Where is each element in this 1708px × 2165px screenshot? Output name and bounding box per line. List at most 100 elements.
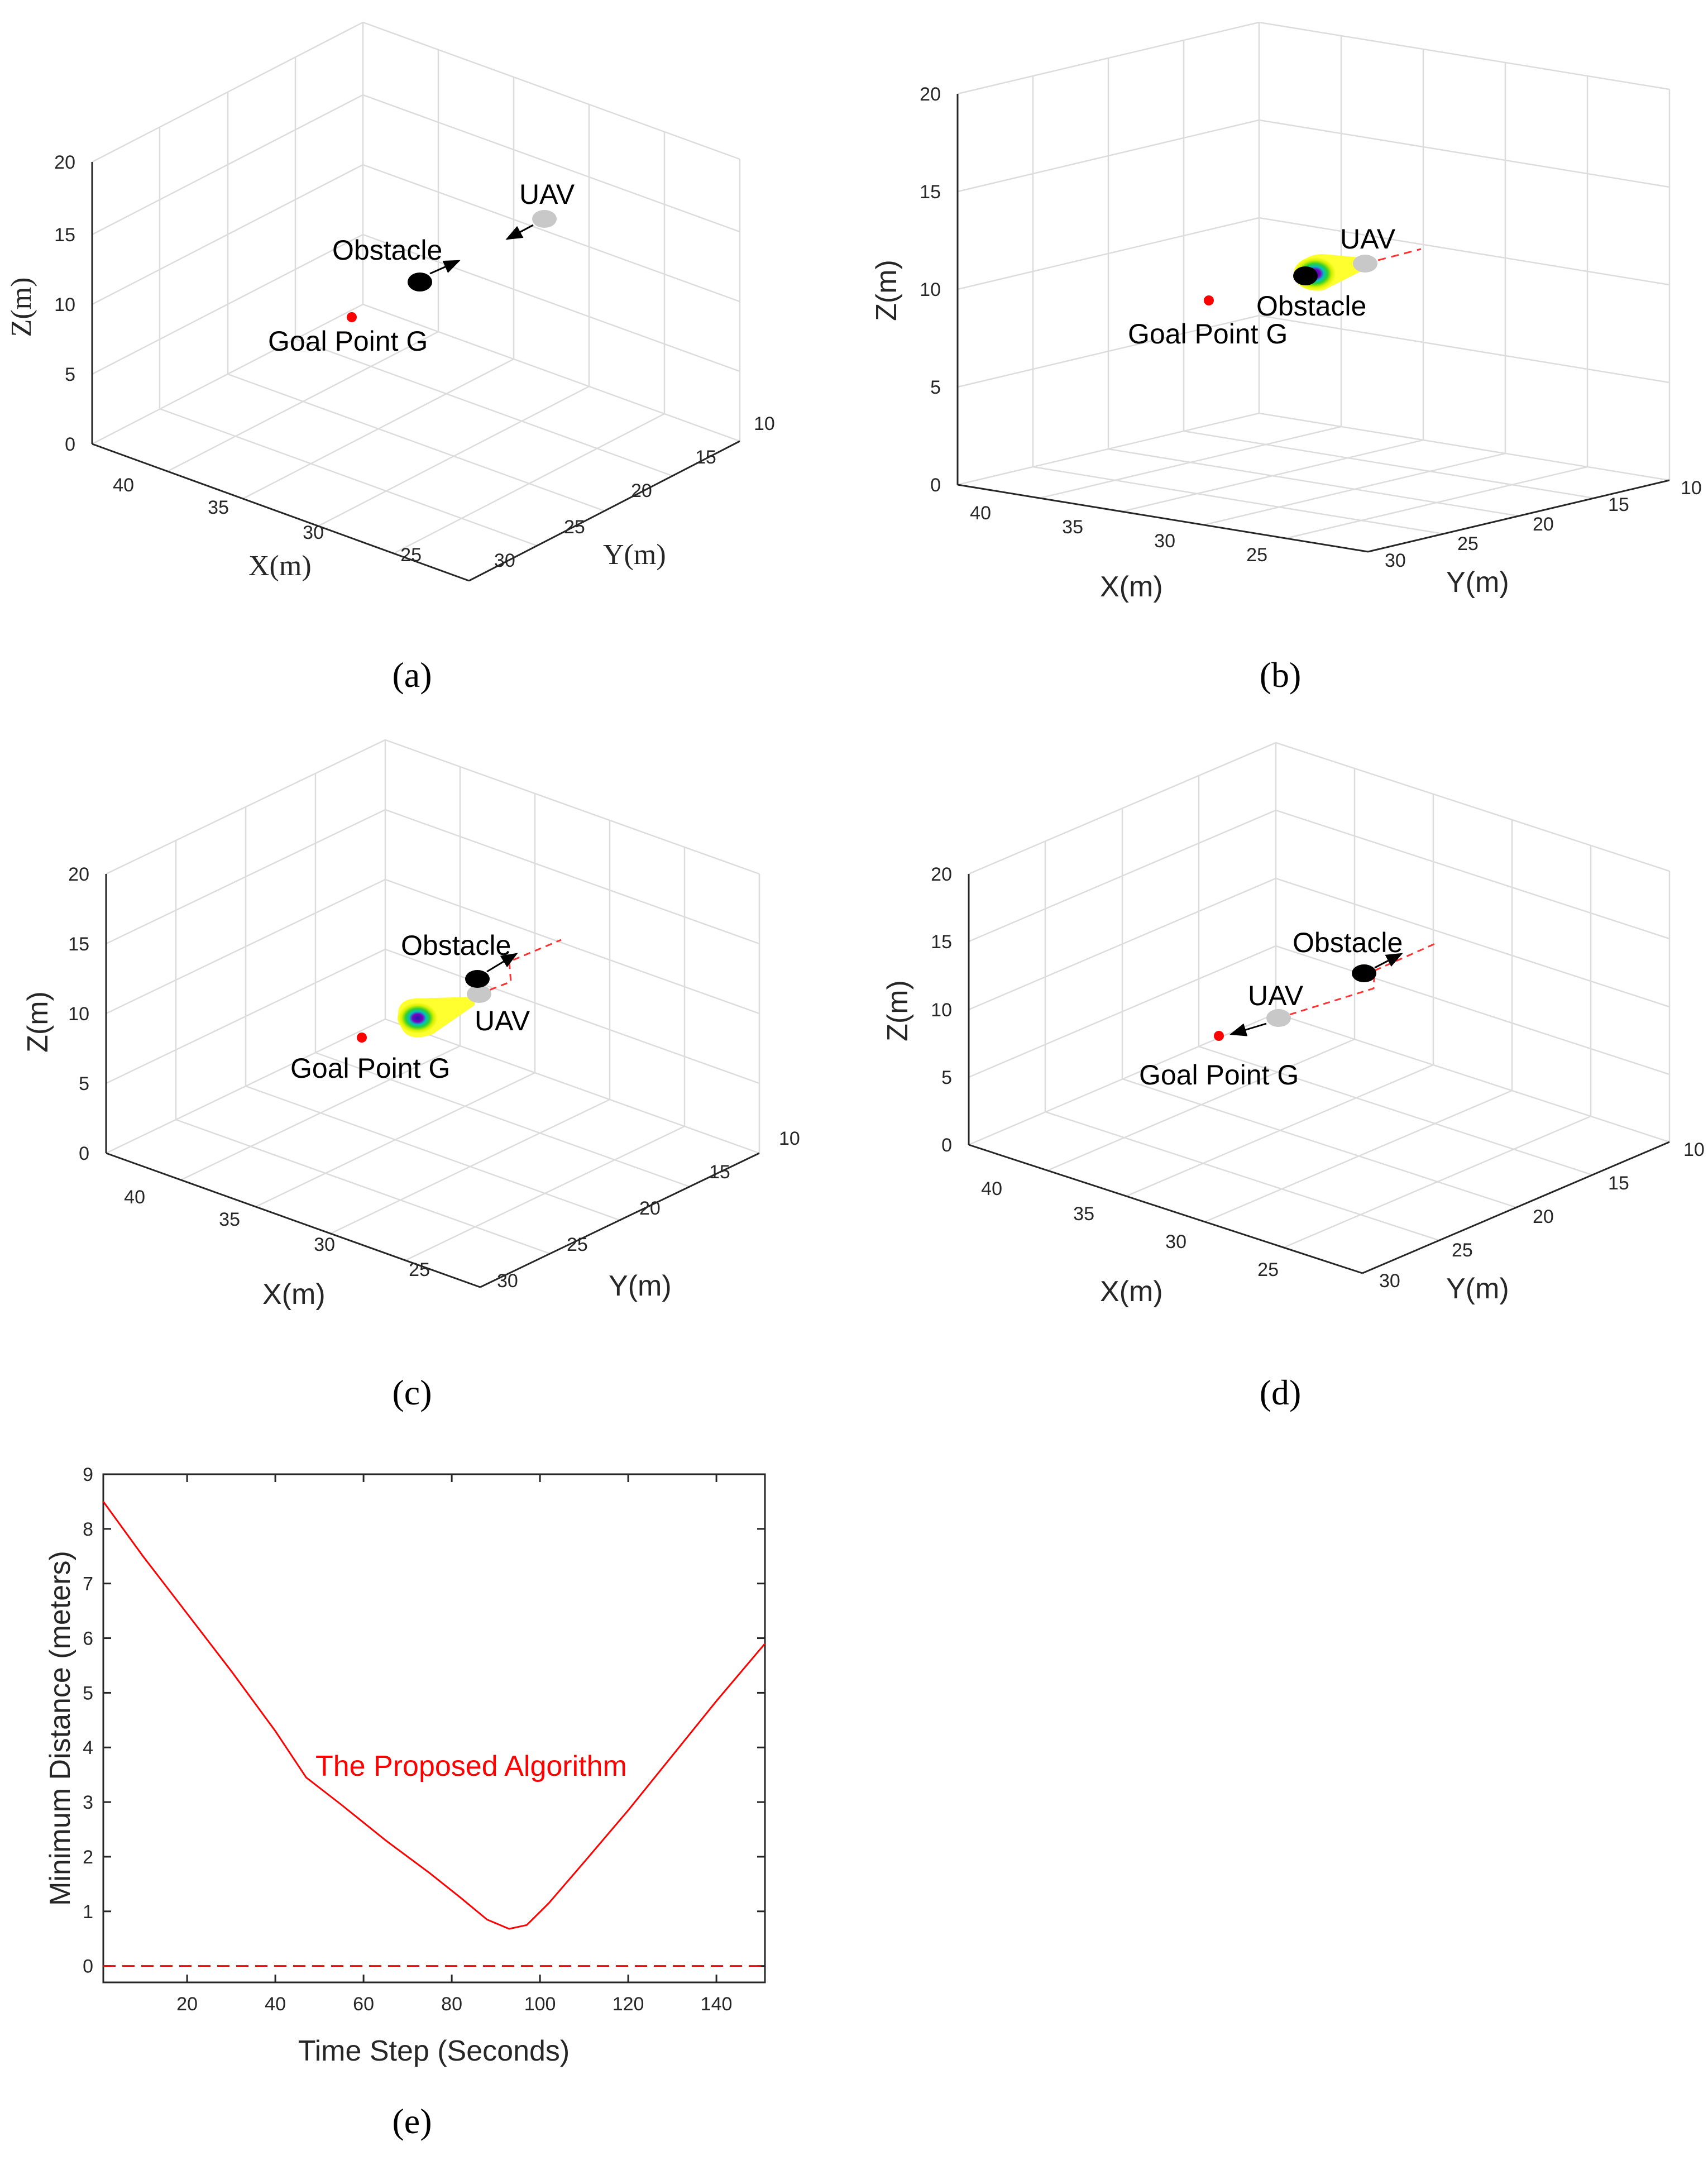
panel-d-obstacle: [1352, 964, 1376, 982]
panel-d-z-tick: 20: [931, 864, 952, 885]
panel-e-y-label: Minimum Distance (meters): [44, 1551, 76, 1906]
panel-e-x-tick-label: 40: [265, 1994, 286, 2015]
panel-e-y-tick-label: 9: [83, 1464, 93, 1485]
panel-d-goal-label: Goal Point G: [1139, 1059, 1299, 1091]
panel-b-grid: [956, 21, 1671, 539]
panel-d-y-tick: 10: [1683, 1139, 1705, 1160]
panel-c-obstacle-velocity-arrow: [486, 953, 518, 973]
panel-a-z-tick: 0: [65, 434, 75, 455]
panel-d-y-tick: 20: [1533, 1206, 1554, 1227]
panel-e-x-tick-label: 120: [613, 1994, 644, 2015]
panel-d-x-tick: 35: [1073, 1203, 1094, 1225]
panel-d-z-tick: 15: [931, 931, 952, 953]
panel-a-y-tick: 20: [631, 480, 652, 501]
panel-b-y-tick: 15: [1608, 494, 1629, 515]
panel-a-y-label: Y(m): [603, 539, 666, 571]
panel-a-goal-marker: [347, 312, 357, 322]
panel-a-uav-label: UAV: [519, 179, 575, 210]
panel-c-x-tick: 25: [409, 1259, 430, 1280]
panel-e-plot-frame: [102, 1473, 766, 1984]
panel-c-y-label: Y(m): [609, 1270, 672, 1302]
panel-e-y-tick-label: 3: [83, 1792, 93, 1813]
panel-d-z-tick: 0: [941, 1135, 952, 1156]
panel-c-axes: [105, 874, 760, 1288]
panel-d-y-label: Y(m): [1446, 1273, 1509, 1305]
panel-b-z-tick: 5: [930, 377, 941, 398]
panel-e-y-tick-label: 6: [83, 1628, 93, 1650]
panel-a-y-tick: 25: [564, 517, 585, 538]
panel-d-x-tick: 40: [981, 1178, 1002, 1199]
panel-b-z-label: Z(m): [870, 260, 903, 321]
panel-e-y-tick-label: 8: [83, 1519, 93, 1540]
panel-b-uav-path: [1365, 248, 1422, 265]
panel-d-z-tick: 5: [941, 1067, 952, 1088]
panel-d-grid: [968, 742, 1671, 1249]
panel-e-y-tick-label: 5: [83, 1683, 93, 1704]
panel-a-x-tick: 30: [303, 522, 324, 543]
panel-b-caption: (b): [1260, 655, 1302, 695]
panel-d-axes: [968, 874, 1670, 1274]
panel-a-z-tick: 10: [54, 294, 75, 316]
panel-b-x-label: X(m): [1100, 571, 1163, 603]
panel-b-z-tick: 0: [930, 475, 941, 496]
panel-c-goal-marker: [357, 1033, 367, 1043]
panel-a-uav: [532, 210, 557, 228]
panel-b-x-tick: 25: [1246, 544, 1267, 566]
panel-e-y-tick-label: 2: [83, 1847, 93, 1868]
panel-d-obstacle-label: Obstacle: [1293, 927, 1403, 958]
panel-c-x-label: X(m): [262, 1278, 326, 1311]
panel-e-x-tick-label: 100: [524, 1994, 556, 2015]
panel-a-goal-label: Goal Point G: [268, 326, 428, 357]
panel-a-caption: (a): [392, 655, 432, 695]
panel-a-obstacle-label: Obstacle: [332, 235, 442, 266]
panel-c-y-tick: 20: [639, 1198, 661, 1219]
panel-c-z-tick: 15: [68, 934, 89, 955]
panel-a-obstacle: [408, 273, 432, 291]
panel-c-caption: (c): [392, 1373, 432, 1412]
panel-c-z-label: Z(m): [22, 991, 54, 1053]
panel-d-uav-velocity-arrow: [1229, 1022, 1267, 1036]
panel-d-uav-label: UAV: [1248, 980, 1304, 1011]
panel-c-uav-label: UAV: [475, 1005, 530, 1036]
panel-a-x-tick: 40: [113, 475, 134, 496]
panel-c-z-tick: 20: [68, 864, 89, 885]
panel-c-uav: [467, 985, 491, 1003]
panel-c-z-tick: 0: [79, 1143, 89, 1164]
panel-d-uav-path: [1278, 943, 1436, 1019]
panel-b-uav: [1353, 255, 1377, 273]
panel-c-obstacle: [465, 970, 490, 988]
panel-b-x-tick: 40: [970, 503, 991, 524]
panel-a-grid: [91, 21, 741, 555]
panel-c-obstacle-label: Obstacle: [401, 930, 511, 961]
panel-a-x-tick: 25: [400, 544, 422, 566]
panel-c-x-tick: 30: [314, 1234, 335, 1255]
panel-b-x-tick: 35: [1062, 517, 1083, 538]
panel-b-y-label: Y(m): [1446, 566, 1509, 599]
panel-b-x-tick: 30: [1154, 531, 1175, 552]
panel-b-y-tick: 20: [1533, 514, 1554, 535]
panel-c: 0 5 10 15 20 40 35 30 25 10 15 20 25 30 …: [22, 739, 800, 1412]
panel-a-y-tick: 30: [494, 550, 515, 571]
panel-d-goal-marker: [1214, 1031, 1224, 1041]
panel-a-z-tick: 15: [54, 224, 75, 246]
panel-b-z-tick: 15: [920, 181, 941, 203]
panel-c-uav-path: [479, 939, 562, 995]
panel-e-x-tick-label: 20: [176, 1994, 198, 2015]
panel-c-y-tick: 10: [779, 1128, 800, 1149]
panel-a-y-tick: 10: [754, 413, 775, 434]
panel-e-x-tick-label: 140: [701, 1994, 733, 2015]
panel-c-x-tick: 35: [219, 1209, 240, 1230]
panel-c-x-tick: 40: [124, 1187, 145, 1208]
panel-e-y-tick-label: 1: [83, 1901, 93, 1923]
panel-e-annotation: The Proposed Algorithm: [315, 1750, 627, 1782]
panel-a-z-tick: 5: [65, 364, 75, 385]
panel-d-x-tick: 30: [1165, 1231, 1186, 1253]
panel-b-uav-label: UAV: [1340, 223, 1396, 255]
panel-d-x-tick: 25: [1257, 1259, 1279, 1280]
panel-c-y-tick: 25: [567, 1234, 588, 1255]
panel-e-x-label: Time Step (Seconds): [298, 2035, 570, 2067]
panel-a-axes: [91, 162, 740, 582]
panel-a-uav-velocity-arrow: [505, 224, 534, 240]
panel-d-obstacle-velocity-arrow: [1374, 953, 1403, 969]
